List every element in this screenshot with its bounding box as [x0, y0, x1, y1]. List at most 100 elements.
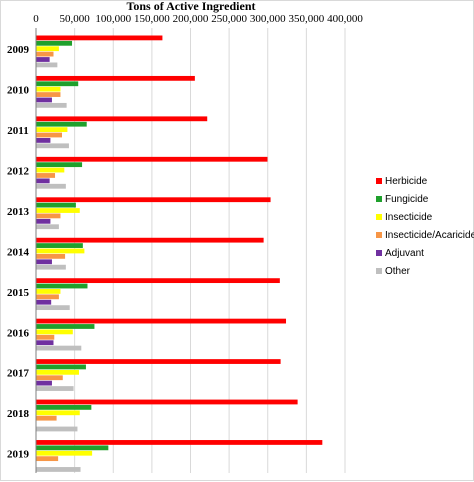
- bar-other-2010: [36, 102, 67, 108]
- bar-herbicide-2011: [36, 116, 208, 122]
- bar-adjuvant-2012: [36, 178, 50, 184]
- bar-adjuvant-2010: [36, 97, 52, 103]
- bar-other-2009: [36, 62, 58, 68]
- bar-insecticide-2018: [36, 410, 80, 416]
- legend-swatch: [376, 232, 382, 238]
- bar-insecticide-acaricide-2015: [36, 294, 59, 300]
- bar-other-2012: [36, 183, 66, 189]
- category-label: 2014: [7, 246, 30, 258]
- bar-other-2017: [36, 386, 74, 391]
- x-tick-label: 50,000: [60, 13, 91, 25]
- y-axis-categories: 2009 2010 2011 2012 2013 2014 2015 2016 2017 2018…: [7, 44, 30, 461]
- bar-fungicide-2014: [36, 243, 83, 248]
- bar-herbicide-2009: [36, 35, 163, 41]
- bar-insecticide-2010: [36, 86, 61, 92]
- legend-label: Fungicide: [385, 194, 429, 205]
- bar-insecticide-2015: [36, 289, 61, 294]
- bar-herbicide-2016: [36, 318, 287, 324]
- x-tick-label: 400,000: [327, 13, 363, 25]
- bar-insecticide-acaricide-2011: [36, 132, 62, 138]
- bar-insecticide-acaricide-2017: [36, 375, 63, 381]
- x-axis-ticks: 0 50,000 100,000 150,000 200,000 250,000 300,0…: [33, 13, 363, 25]
- x-tick-label: 0: [33, 13, 39, 25]
- bar-other-2015: [36, 305, 70, 311]
- bar-insecticide-2009: [36, 46, 59, 52]
- bar-herbicide-2015: [36, 278, 280, 284]
- legend-label: Herbicide: [385, 176, 428, 187]
- bar-adjuvant-2015: [36, 299, 52, 305]
- category-label: 2010: [7, 85, 30, 97]
- category-label: 2015: [7, 287, 30, 299]
- bar-insecticide-acaricide-2010: [36, 92, 61, 97]
- bar-insecticide-2012: [36, 167, 65, 173]
- bar-herbicide-2012: [36, 156, 268, 162]
- legend: Herbicide Fungicide Insecticide Insecticide…: [376, 176, 474, 277]
- bar-fungicide-2011: [36, 121, 87, 127]
- bar-other-2019: [36, 467, 81, 472]
- category-label: 2013: [7, 206, 30, 218]
- bar-fungicide-2012: [36, 162, 83, 168]
- bar-fungicide-2015: [36, 283, 88, 289]
- bar-adjuvant-2017: [36, 380, 52, 386]
- bar-fungicide-2013: [36, 202, 76, 208]
- bar-other-2011: [36, 143, 69, 149]
- bar-herbicide-2019: [36, 440, 323, 445]
- legend-swatch: [376, 250, 382, 256]
- bar-fungicide-2017: [36, 364, 86, 370]
- grid-layer: [35, 28, 346, 473]
- bar-insecticide-2011: [36, 127, 68, 133]
- legend-swatch: [376, 196, 382, 202]
- bar-fungicide-2019: [36, 445, 109, 451]
- bar-insecticide-2017: [36, 369, 79, 375]
- x-tick-label: 350,000: [289, 13, 325, 25]
- category-label: 2009: [7, 44, 30, 56]
- bar-insecticide-2019: [36, 450, 93, 456]
- x-tick-label: 150,000: [134, 13, 170, 25]
- category-label: 2017: [7, 368, 30, 380]
- legend-swatch: [376, 178, 382, 184]
- bar-adjuvant-2011: [36, 138, 51, 143]
- bar-insecticide-acaricide-2014: [36, 253, 66, 259]
- bar-other-2016: [36, 345, 82, 351]
- bar-herbicide-2014: [36, 237, 264, 243]
- bar-insecticide-acaricide-2012: [36, 173, 56, 178]
- bar-herbicide-2010: [36, 75, 195, 81]
- bar-fungicide-2018: [36, 404, 92, 410]
- bar-herbicide-2018: [36, 399, 298, 405]
- bar-adjuvant-2013: [36, 218, 51, 224]
- legend-label: Other: [385, 266, 411, 277]
- x-tick-label: 200,000: [173, 13, 209, 25]
- category-label: 2019: [7, 449, 30, 461]
- x-tick-label: 100,000: [95, 13, 131, 25]
- bar-insecticide-acaricide-2016: [36, 334, 55, 340]
- bar-insecticide-2016: [36, 329, 73, 335]
- category-label: 2011: [7, 125, 28, 137]
- bar-insecticide-acaricide-2018: [36, 415, 57, 421]
- bar-insecticide-acaricide-2009: [36, 51, 54, 57]
- bar-adjuvant-2009: [36, 57, 50, 62]
- bar-other-2013: [36, 224, 59, 230]
- bar-insecticide-2014: [36, 248, 85, 254]
- bar-fungicide-2016: [36, 324, 95, 329]
- legend-label: Insecticide/Acaricide: [385, 230, 474, 241]
- bar-layer: [36, 35, 323, 472]
- x-tick-label: 300,000: [250, 13, 286, 25]
- chart-title: Tons of Active Ingredient: [126, 1, 255, 13]
- bar-insecticide-acaricide-2019: [36, 456, 59, 462]
- bar-other-2014: [36, 264, 66, 270]
- legend-swatch: [376, 214, 382, 220]
- x-tick-label: 250,000: [211, 13, 247, 25]
- bar-herbicide-2013: [36, 197, 271, 203]
- category-label: 2016: [7, 327, 30, 339]
- bar-herbicide-2017: [36, 359, 281, 364]
- bar-adjuvant-2016: [36, 340, 54, 346]
- legend-swatch: [376, 268, 382, 274]
- legend-label: Adjuvant: [385, 248, 424, 259]
- bar-adjuvant-2014: [36, 259, 52, 265]
- bar-fungicide-2010: [36, 81, 79, 87]
- legend-label: Insecticide: [385, 212, 433, 223]
- bar-fungicide-2009: [36, 40, 73, 46]
- bar-insecticide-acaricide-2013: [36, 213, 61, 219]
